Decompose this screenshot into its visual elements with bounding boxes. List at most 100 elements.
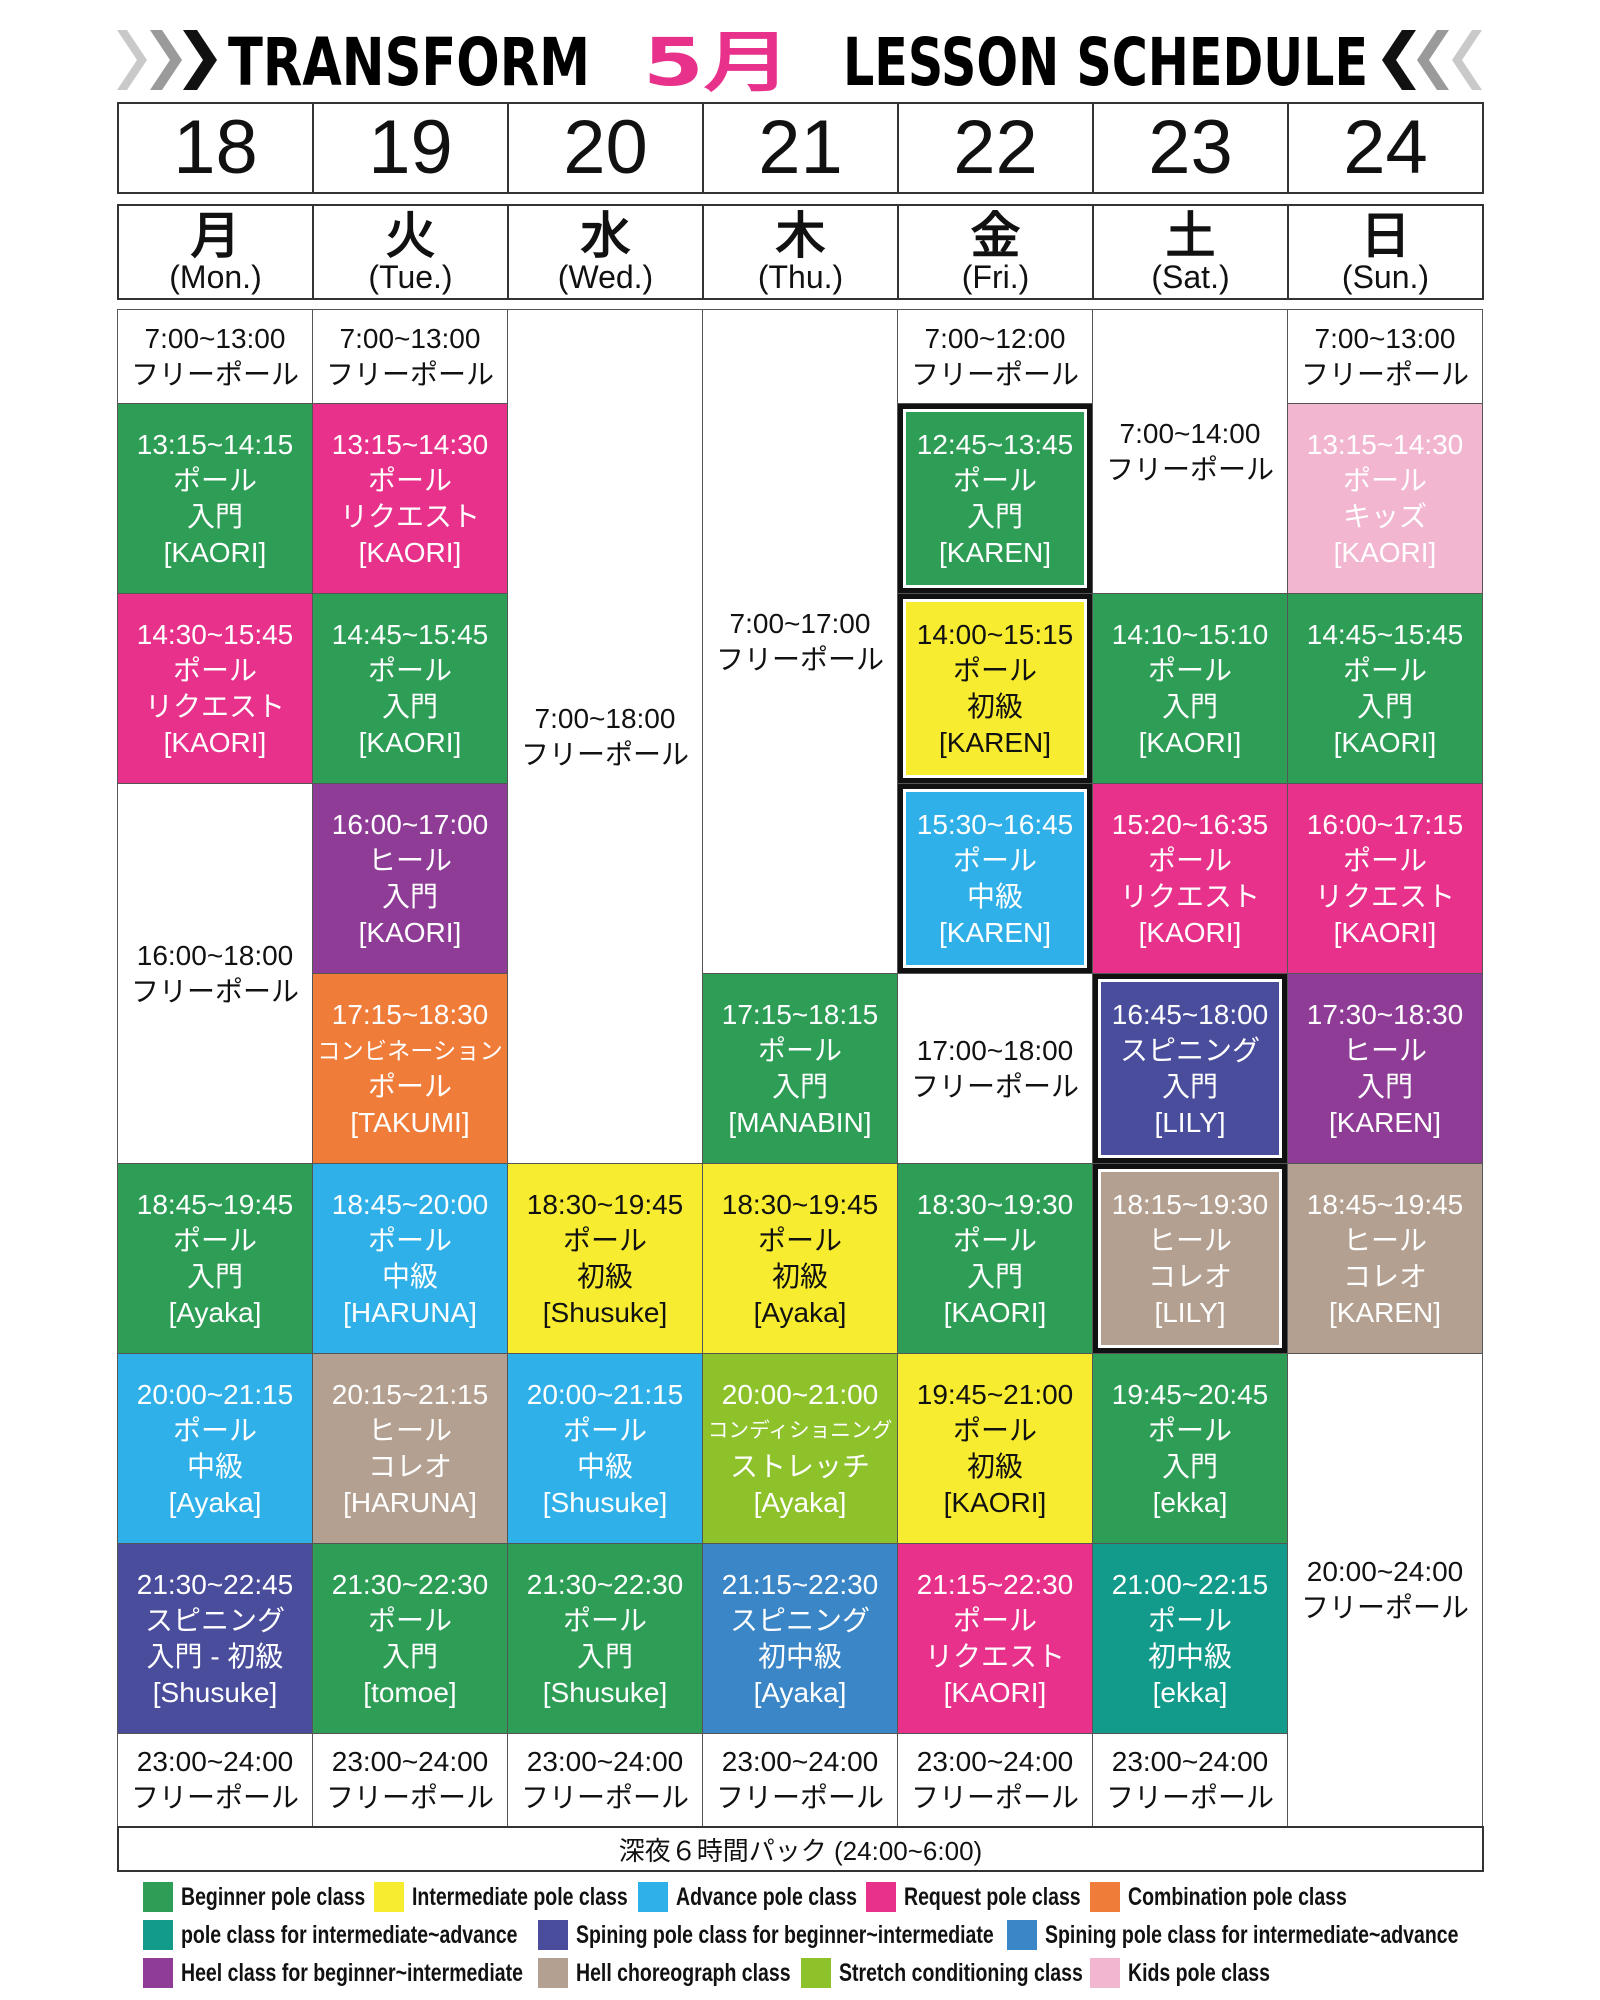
cell-text: 入門: [1161, 1450, 1218, 1482]
legend-label: Heel class for beginner~intermediate: [181, 1959, 523, 1987]
cell-text: 入門: [1161, 1070, 1218, 1102]
cell-text: 19:45~21:00: [916, 1378, 1074, 1410]
cell-text: 23:00~24:00: [136, 1746, 294, 1777]
day-kanji: 日: [1360, 208, 1411, 264]
cell-text: ポール: [172, 1224, 257, 1256]
cell-text: [MANABIN]: [728, 1106, 872, 1138]
legend-label: Spining pole class for beginner~intermed…: [576, 1921, 994, 1949]
cell-text: フリーポール: [715, 643, 884, 675]
free-pole-cell: 17:00~18:00 フリーポール: [897, 973, 1093, 1164]
cell-text: ポール: [1147, 1604, 1232, 1636]
cell-text: [LILY]: [1154, 1296, 1226, 1328]
day-cell: 日 (Sun.): [1287, 204, 1484, 300]
cell-text: ポール: [1147, 1414, 1232, 1446]
cell-text: 初級: [771, 1260, 828, 1292]
cell-text: コレオ: [1342, 1260, 1427, 1292]
cell-text: [KAORI]: [1138, 916, 1242, 948]
cell-text: [ekka]: [1152, 1486, 1228, 1518]
cell-text: 18:30~19:45: [721, 1188, 879, 1220]
cell-text: ヒール: [1147, 1224, 1232, 1256]
date-cell: 22: [897, 102, 1094, 194]
class-cell: 17:15~18:30 コンビネーション ポール [TAKUMI]: [312, 973, 508, 1164]
cell-text: リクエスト: [924, 1640, 1065, 1672]
cell-text: 入門: [381, 1640, 438, 1672]
class-cell: 20:00~21:15 ポール 中級 [Ayaka]: [117, 1353, 313, 1544]
cell-text: 7:00~13:00: [339, 322, 481, 354]
class-cell: 19:45~21:00 ポール 初級 [KAORI]: [897, 1353, 1093, 1544]
class-cell: 21:15~22:30 スピニング 初中級 [Ayaka]: [702, 1543, 898, 1734]
cell-text: 21:00~22:15: [1111, 1568, 1269, 1600]
day-kanji: 火: [385, 208, 436, 264]
cell-text: ヒール: [1342, 1034, 1427, 1066]
legend-label: Request pole class: [904, 1883, 1081, 1911]
cell-text: [KAORI]: [1333, 536, 1437, 568]
cell-text: 20:00~24:00: [1306, 1556, 1464, 1587]
free-pole-cell: 23:00~24:00 フリーポール: [117, 1733, 313, 1827]
cell-text: フリーポール: [130, 975, 299, 1007]
cell-text: コレオ: [367, 1450, 452, 1482]
class-cell: 18:30~19:45 ポール 初級 [Shusuke]: [507, 1163, 703, 1354]
cell-text: ポール: [562, 1414, 647, 1446]
cell-text: 入門: [1356, 690, 1413, 722]
cell-text: ポール: [1342, 464, 1427, 496]
day-english: (Sat.): [1151, 259, 1230, 295]
legend-swatch: [1090, 1958, 1120, 1988]
date-cell: 21: [702, 102, 899, 194]
day-cell: 月 (Mon.): [117, 204, 314, 300]
legend-label: pole class for intermediate~advance: [181, 1921, 518, 1949]
legend-swatch: [143, 1958, 173, 1988]
class-cell: 18:45~19:45 ポール 入門 [Ayaka]: [117, 1163, 313, 1354]
cell-text: 入門: [1161, 690, 1218, 722]
cell-text: 7:00~12:00: [924, 322, 1066, 354]
date-cell: 20: [507, 102, 704, 194]
free-pole-cell: 16:00~18:00 フリーポール: [117, 783, 313, 1164]
class-cell: 20:00~21:15 ポール 中級 [Shusuke]: [507, 1353, 703, 1544]
cell-text: 初級: [966, 1450, 1023, 1482]
cell-text: ポール: [172, 1414, 257, 1446]
free-pole-cell: 23:00~24:00 フリーポール: [702, 1733, 898, 1827]
legend-swatch: [374, 1882, 404, 1912]
cell-text: フリーポール: [910, 1070, 1079, 1102]
cell-text: 14:10~15:10: [1111, 618, 1269, 650]
cell-text: 16:00~17:00: [331, 808, 489, 840]
class-cell: 16:45~18:00 スピニング 入門 [LILY]: [1092, 973, 1288, 1164]
cell-text: 中級: [186, 1450, 243, 1482]
cell-text: 15:20~16:35: [1111, 808, 1269, 840]
cell-text: 20:00~21:15: [136, 1378, 294, 1410]
legend-swatch: [866, 1882, 896, 1912]
cell-text: 7:00~18:00: [534, 702, 676, 734]
legend-label: Advance pole class: [676, 1883, 858, 1911]
free-pole-cell: 7:00~14:00 フリーポール: [1092, 309, 1288, 594]
cell-text: [KAORI]: [358, 536, 462, 568]
cell-text: 14:45~15:45: [1306, 618, 1464, 650]
class-cell: 15:30~16:45 ポール 中級 [KAREN]: [897, 783, 1093, 974]
cell-text: [LILY]: [1154, 1106, 1226, 1138]
class-cell: 13:15~14:30 ポール リクエスト [KAORI]: [312, 403, 508, 594]
class-cell: 21:30~22:30 ポール 入門 [Shusuke]: [507, 1543, 703, 1734]
cell-text: ポール: [1147, 844, 1232, 876]
cell-text: コンビネーション: [317, 1037, 503, 1064]
day-cell: 土 (Sat.): [1092, 204, 1289, 300]
cell-text: リクエスト: [1314, 880, 1455, 912]
legend-label: Combination pole class: [1128, 1883, 1347, 1911]
cell-text: [HARUNA]: [343, 1296, 477, 1328]
cell-text: [KAREN]: [938, 726, 1052, 758]
day-english: (Tue.): [368, 259, 453, 295]
cell-text: 初級: [966, 690, 1023, 722]
cell-text: スピニング: [729, 1604, 870, 1636]
cell-text: ポール: [367, 464, 452, 496]
cell-text: リクエスト: [1119, 880, 1260, 912]
cell-text: 7:00~17:00: [729, 607, 871, 639]
cell-text: 7:00~14:00: [1119, 417, 1261, 449]
cell-text: [KAORI]: [1138, 726, 1242, 758]
legend-label: Intermediate pole class: [412, 1883, 628, 1911]
class-cell: 14:00~15:15 ポール 初級 [KAREN]: [897, 593, 1093, 784]
free-pole-cell: 23:00~24:00 フリーポール: [897, 1733, 1093, 1827]
cell-text: フリーポール: [325, 358, 494, 390]
legend-label: Hell choreograph class: [576, 1959, 791, 1987]
class-cell: 14:45~15:45 ポール 入門 [KAORI]: [312, 593, 508, 784]
cell-text: 中級: [576, 1450, 633, 1482]
cell-text: [KAORI]: [358, 916, 462, 948]
cell-text: [Shusuke]: [542, 1486, 668, 1518]
cell-text: [Shusuke]: [542, 1676, 668, 1708]
